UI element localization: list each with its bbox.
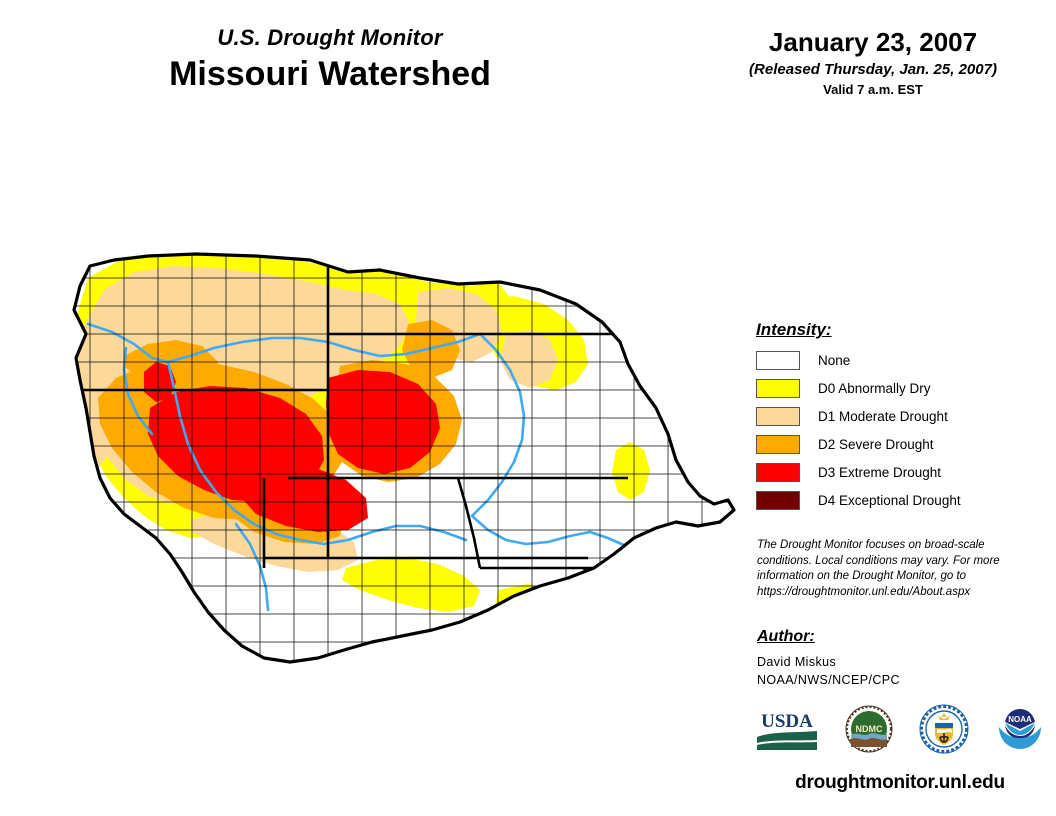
region-d0-east-edge — [612, 442, 650, 500]
watershed-boundary — [72, 252, 736, 664]
valid-time: Valid 7 a.m. EST — [823, 81, 923, 97]
region-d3-nw-spot — [144, 362, 176, 402]
region-d0-se-lobe — [494, 584, 574, 636]
region-d0-nw-spur — [38, 416, 74, 456]
legend-label-d2: D2 Severe Drought — [818, 436, 934, 452]
legend-swatch-d1 — [756, 406, 800, 426]
map-date: January 23, 2007 — [768, 27, 978, 57]
legend-label-d0: D0 Abnormally Dry — [818, 380, 931, 396]
region-d3-east — [326, 370, 440, 474]
drought-map — [28, 238, 740, 708]
author-title: Author: — [757, 628, 815, 645]
svg-text:NOAA: NOAA — [1008, 715, 1032, 724]
disclaimer-text: The Drought Monitor focuses on broad-sca… — [757, 539, 1000, 598]
legend-label-d4: D4 Exceptional Drought — [818, 492, 961, 508]
legend-item-d2: D2 Severe Drought — [756, 432, 1046, 456]
legend-item-d3: D3 Extreme Drought — [756, 460, 1046, 484]
legend-label-d1: D1 Moderate Drought — [818, 408, 948, 424]
legend-swatch-d3 — [756, 462, 800, 482]
legend-swatch-d0 — [756, 378, 800, 398]
drought-monitor-supertitle: U.S. Drought Monitor — [217, 25, 443, 50]
map-drought-regions — [38, 254, 734, 662]
legend-swatch-d4 — [756, 490, 800, 510]
author-name: David Miskus — [757, 655, 837, 669]
header-right: January 23, 2007 (Released Thursday, Jan… — [690, 27, 1056, 97]
release-date: (Released Thursday, Jan. 25, 2007) — [749, 60, 997, 78]
legend-label-d3: D3 Extreme Drought — [818, 464, 942, 480]
legend-item-d4: D4 Exceptional Drought — [756, 488, 1046, 512]
header-left: U.S. Drought Monitor Missouri Watershed — [0, 25, 660, 95]
svg-text:NDMC: NDMC — [856, 724, 883, 734]
noaa-logo: NOAA — [995, 705, 1045, 758]
legend-title: Intensity: — [756, 320, 832, 339]
ndmc-logo: NDMC — [845, 705, 893, 758]
nws-seal-logo — [919, 704, 969, 759]
legend-item-none: None — [756, 348, 1046, 372]
author-affiliation: NOAA/NWS/NCEP/CPC — [757, 673, 900, 688]
author-block: Author: David Miskus NOAA/NWS/NCEP/CPC — [757, 628, 1037, 689]
legend-item-d1: D1 Moderate Drought — [756, 404, 1046, 428]
region-d3-south — [240, 466, 368, 532]
website-url: droughtmonitor.unl.edu — [795, 772, 1005, 793]
legend-swatch-none — [756, 350, 800, 370]
legend-item-d0: D0 Abnormally Dry — [756, 376, 1046, 400]
intensity-legend: Intensity: None D0 Abnormally Dry D1 Mod… — [756, 320, 1046, 516]
agency-logos: USDA NDMC — [755, 702, 1045, 760]
page-title: Missouri Watershed — [169, 55, 491, 94]
region-d0-se-strip — [342, 558, 480, 612]
svg-text:USDA: USDA — [761, 711, 813, 732]
legend-label-none: None — [818, 352, 851, 368]
legend-swatch-d2 — [756, 434, 800, 454]
usda-logo: USDA — [755, 705, 819, 757]
region-d1-east2 — [500, 330, 558, 388]
